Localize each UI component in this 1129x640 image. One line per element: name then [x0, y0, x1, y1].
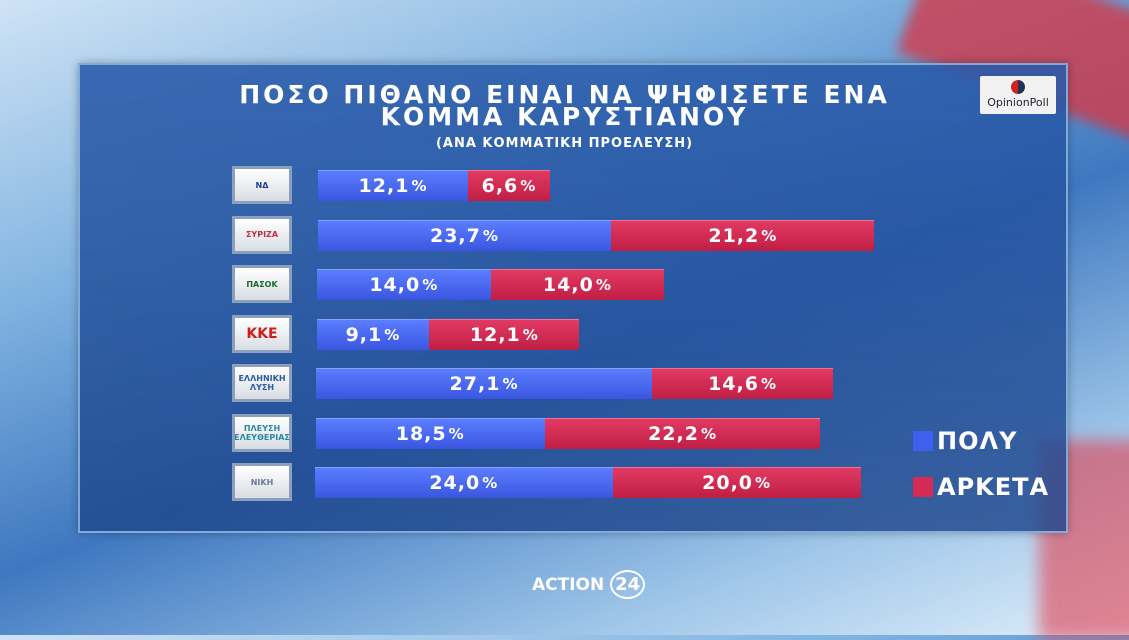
- chart-title: ΠΟΣΟ ΠΙΘΑΝΟ ΕΙΝΑΙ ΝΑ ΨΗΦΙΣΕΤΕ ΕΝΑ: [239, 80, 890, 109]
- percent-sign: %: [384, 325, 401, 344]
- data-label: 6,6: [481, 175, 519, 197]
- percent-sign: %: [482, 226, 499, 245]
- percent-sign: %: [761, 226, 778, 245]
- data-label: 9,1: [345, 323, 383, 346]
- party-logo: ΣΥΡΙΖΑ: [232, 215, 292, 254]
- bar-arketa: 14,6%: [652, 368, 834, 399]
- bar-poly: 24,0%: [315, 467, 613, 498]
- party-logo: ΝΙΚΗ: [232, 463, 292, 501]
- data-label: 12,1: [469, 323, 521, 346]
- bar-arketa: 12,1%: [429, 318, 580, 350]
- opinionpoll-logo: OpinionPoll: [980, 76, 1056, 114]
- bar-arketa: 21,2%: [611, 219, 875, 251]
- data-label: 18,5: [395, 422, 447, 445]
- legend-item-arketa: ΑΡΚΕΤΑ: [913, 473, 1049, 501]
- data-label: 14,0: [369, 274, 421, 296]
- data-label: 14,6: [708, 373, 759, 395]
- bar-arketa: 22,2%: [544, 417, 821, 449]
- party-logo: ΕΛΛΗΝΙΚΗ ΛΥΣΗ: [232, 364, 292, 402]
- bar-poly: 9,1%: [316, 318, 430, 350]
- bar-poly: 14,0%: [317, 269, 491, 300]
- legend-swatch: [913, 431, 933, 451]
- party-logo: ΝΔ: [232, 166, 292, 204]
- bar-arketa: 14,0%: [490, 269, 665, 300]
- chart-subtitle: (ΑΝΑ ΚΟΜΜΑΤΙΚΗ ΠΡΟΕΛΕΥΣΗ): [435, 136, 694, 151]
- bar-poly: 27,1%: [316, 368, 653, 399]
- data-label: 12,1: [358, 175, 410, 197]
- party-logo: ΠΑΣΟΚ: [232, 265, 292, 303]
- percent-sign: %: [700, 424, 717, 443]
- data-label: 24,0: [429, 472, 481, 494]
- bar-arketa: 20,0%: [612, 467, 861, 498]
- percent-sign: %: [520, 177, 537, 195]
- party-logo: ΚΚΕ: [232, 314, 292, 353]
- data-label: 27,1: [449, 373, 501, 395]
- party-logo: ΠΛΕΥΣΗ ΕΛΕΥΘΕΡΙΑΣ: [232, 413, 292, 452]
- percent-sign: %: [422, 276, 439, 294]
- bar-poly: 12,1%: [318, 170, 469, 201]
- percent-sign: %: [448, 424, 465, 443]
- percent-sign: %: [595, 276, 612, 294]
- percent-sign: %: [411, 177, 428, 195]
- data-label: 21,2: [708, 224, 760, 247]
- percent-sign: %: [502, 375, 519, 393]
- bar-arketa: 6,6%: [468, 170, 550, 201]
- action24-logo: ACTION 24: [532, 570, 646, 599]
- data-label: 22,2: [648, 422, 699, 445]
- percent-sign: %: [522, 325, 539, 344]
- percent-sign: %: [760, 375, 777, 393]
- bar-poly: 18,5%: [315, 417, 545, 449]
- percent-sign: %: [482, 474, 499, 492]
- data-label: 20,0: [702, 472, 754, 494]
- chart-title-line2: ΚΟΜΜΑ ΚΑΡΥΣΤΙΑΝΟΥ: [380, 102, 749, 131]
- legend-swatch: [913, 477, 933, 497]
- bar-poly: 23,7%: [317, 219, 612, 251]
- legend-item-poly: ΠΟΛΥ: [913, 427, 1017, 455]
- data-label: 14,0: [542, 274, 594, 296]
- data-label: 23,7: [429, 224, 481, 247]
- percent-sign: %: [755, 474, 772, 492]
- opinionpoll-icon: [1011, 80, 1025, 94]
